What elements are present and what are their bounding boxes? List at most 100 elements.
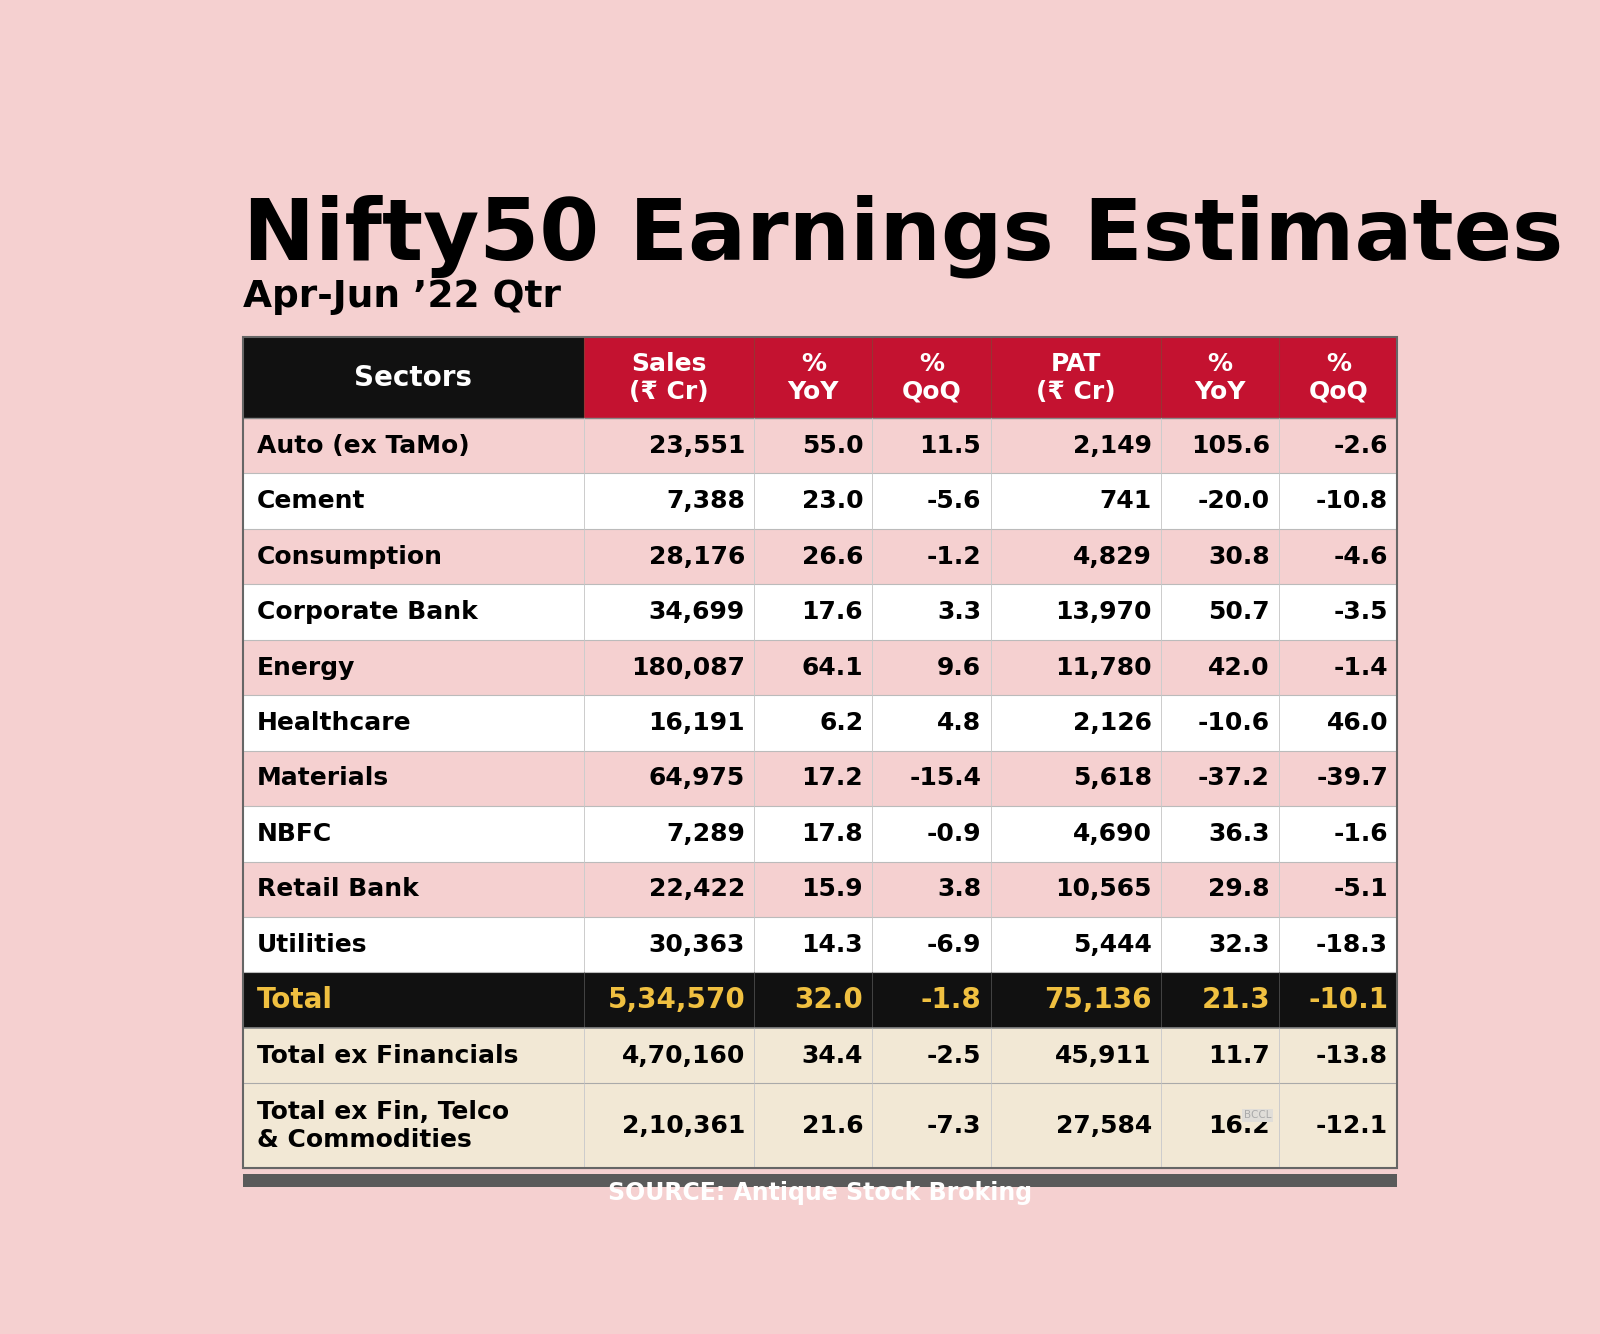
Bar [1162,528,1280,584]
Text: -4.6: -4.6 [1333,544,1389,568]
Bar [1280,584,1397,640]
Bar [243,528,584,584]
Text: 55.0: 55.0 [802,434,862,458]
Bar [1162,916,1280,972]
Bar [872,640,990,695]
Text: -5.1: -5.1 [1333,878,1389,902]
Text: 2,149: 2,149 [1074,434,1152,458]
Text: Apr-Jun ’22 Qtr: Apr-Jun ’22 Qtr [243,279,560,315]
Text: Retail Bank: Retail Bank [256,878,418,902]
Bar [584,1083,754,1169]
Text: Consumption: Consumption [256,544,443,568]
Bar [584,972,754,1029]
Text: 32.0: 32.0 [795,986,862,1014]
Bar [872,751,990,806]
Bar [1280,640,1397,695]
Bar [754,474,872,528]
Text: NBFC: NBFC [256,822,331,846]
Bar [243,972,584,1029]
Bar [1280,806,1397,862]
Text: 36.3: 36.3 [1208,822,1270,846]
Bar [754,1029,872,1083]
Bar [584,862,754,916]
Bar [754,972,872,1029]
Text: -2.6: -2.6 [1333,434,1389,458]
Bar [243,806,584,862]
Text: SOURCE: Antique Stock Broking: SOURCE: Antique Stock Broking [608,1182,1032,1206]
Bar [754,1083,872,1169]
Bar [754,695,872,751]
Text: Healthcare: Healthcare [256,711,411,735]
Bar [584,418,754,474]
Text: -37.2: -37.2 [1198,767,1270,790]
Text: 34.4: 34.4 [802,1043,862,1067]
Bar [872,862,990,916]
Text: Utilities: Utilities [256,932,366,956]
Bar [872,1083,990,1169]
Text: 34,699: 34,699 [650,600,746,624]
Bar [990,640,1162,695]
Bar [990,806,1162,862]
Bar [990,1083,1162,1169]
Bar [243,862,584,916]
Text: Auto (ex TaMo): Auto (ex TaMo) [256,434,469,458]
Text: 9.6: 9.6 [938,655,981,679]
Bar [872,916,990,972]
Text: 14.3: 14.3 [802,932,862,956]
Bar [584,528,754,584]
Text: -10.8: -10.8 [1315,490,1389,514]
Bar [243,1029,584,1083]
Bar [1280,1083,1397,1169]
Text: 17.6: 17.6 [802,600,862,624]
Bar [872,418,990,474]
Text: 11.5: 11.5 [920,434,981,458]
Bar [872,338,990,418]
Bar [872,806,990,862]
Text: -18.3: -18.3 [1317,932,1389,956]
Bar [1280,418,1397,474]
Text: 5,34,570: 5,34,570 [608,986,746,1014]
Bar [754,916,872,972]
Text: 180,087: 180,087 [630,655,746,679]
Text: -1.6: -1.6 [1333,822,1389,846]
Text: 29.8: 29.8 [1208,878,1270,902]
Text: -10.1: -10.1 [1309,986,1389,1014]
Text: %
YoY: % YoY [1195,352,1246,403]
Bar [990,528,1162,584]
Text: 21.3: 21.3 [1202,986,1270,1014]
Text: 16.2: 16.2 [1208,1114,1270,1138]
Text: 4,70,160: 4,70,160 [622,1043,746,1067]
Text: 30.8: 30.8 [1208,544,1270,568]
Text: 45,911: 45,911 [1056,1043,1152,1067]
Text: Nifty50 Earnings Estimates: Nifty50 Earnings Estimates [243,195,1563,279]
Text: 5,444: 5,444 [1074,932,1152,956]
Text: %
QoQ: % QoQ [902,352,962,403]
Bar [1162,862,1280,916]
Bar [1162,1029,1280,1083]
Text: 4,690: 4,690 [1074,822,1152,846]
Text: 27,584: 27,584 [1056,1114,1152,1138]
Text: Sectors: Sectors [354,364,472,392]
Bar [990,972,1162,1029]
Bar [243,1083,584,1169]
Bar [990,695,1162,751]
Bar [243,338,584,418]
Bar [754,528,872,584]
Bar [243,640,584,695]
Bar [584,338,754,418]
Bar [1280,1029,1397,1083]
Bar [990,916,1162,972]
Bar [1162,751,1280,806]
Bar [754,338,872,418]
Text: 64.1: 64.1 [802,655,862,679]
Bar [754,751,872,806]
Bar [584,916,754,972]
Text: 7,289: 7,289 [666,822,746,846]
Text: 22,422: 22,422 [650,878,746,902]
Text: -10.6: -10.6 [1198,711,1270,735]
Text: 42.0: 42.0 [1208,655,1270,679]
Text: 15.9: 15.9 [802,878,862,902]
Text: 2,10,361: 2,10,361 [622,1114,746,1138]
Text: 7,388: 7,388 [666,490,746,514]
Bar [754,640,872,695]
